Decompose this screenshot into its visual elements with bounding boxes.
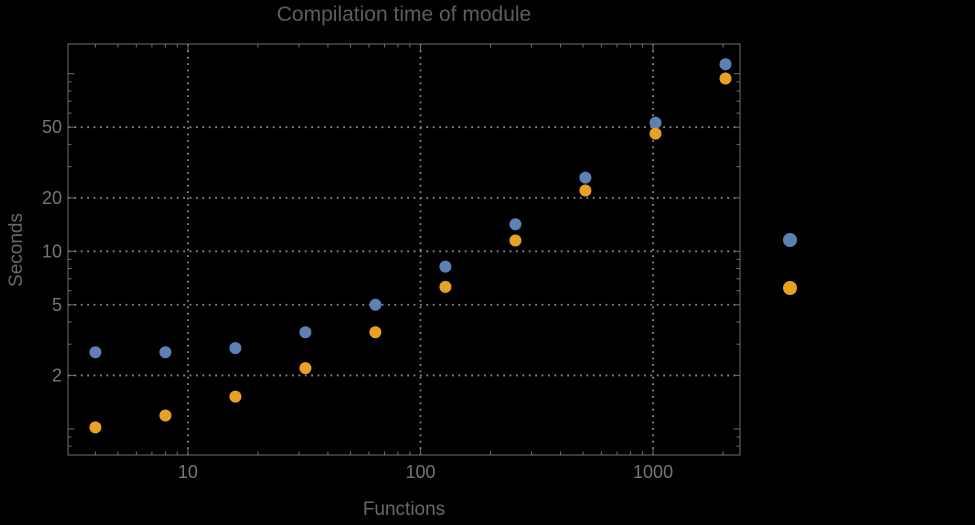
data-point [649,116,662,129]
data-point [439,280,452,293]
data-point [649,127,662,140]
x-axis-label: Functions [362,499,446,520]
data-point [229,390,242,403]
y-tick-label: 20 [42,188,62,208]
x-tick-label: 10 [178,462,198,482]
y-tick-label: 2 [52,365,62,385]
data-point [579,171,592,184]
data-point [369,298,382,311]
tick-labels: 10 100 1000 2 5 10 20 50 [42,117,673,482]
x-tick-label: 100 [405,462,435,482]
y-axis-label: Seconds [6,213,27,287]
data-point [719,58,732,71]
legend-marker-2 [783,281,797,295]
data-point [89,421,102,434]
data-point [159,409,172,422]
data-point [439,260,452,273]
y-tick-label: 5 [52,295,62,315]
frame-ticks [68,44,740,455]
data-point [299,326,312,339]
data-point [299,362,312,375]
y-tick-label: 50 [42,117,62,137]
legend-marker-1 [783,233,797,247]
plot-title: Compilation time of module [276,3,532,26]
gridlines [68,44,740,455]
data-point [89,346,102,359]
data-point [369,326,382,339]
y-tick-label: 10 [42,241,62,261]
data-point [509,218,522,231]
x-tick-label: 1000 [633,462,673,482]
series-orange-points [89,72,732,434]
plot-frame [67,43,741,456]
data-point [719,72,732,85]
data-point [229,342,242,355]
data-point [159,346,172,359]
data-point [509,234,522,247]
series-blue-points [89,58,732,359]
legend [783,233,797,295]
data-point [579,184,592,197]
